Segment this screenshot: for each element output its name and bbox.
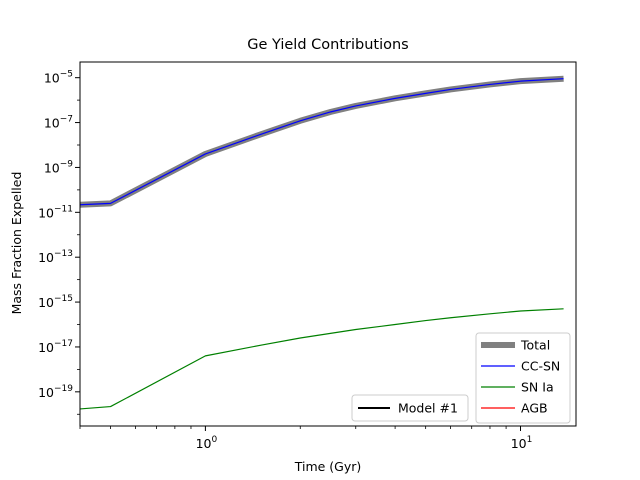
x-axis-label: Time (Gyr) (294, 459, 362, 474)
chart-title: Ge Yield Contributions (247, 37, 408, 53)
y-tick-label-exponent: −5 (60, 70, 73, 80)
y-tick-label: 10−19 (38, 384, 73, 400)
y-tick-label-exponent: −11 (54, 204, 73, 214)
legend-label: Total (520, 338, 550, 353)
y-tick-label-exponent: −19 (54, 384, 73, 394)
y-tick-label: 10−7 (44, 115, 73, 131)
y-tick-label-base: 10 (44, 71, 60, 86)
x-tick-label-base: 10 (196, 436, 212, 451)
y-tick-label-exponent: −15 (54, 294, 73, 304)
y-tick-label-base: 10 (44, 116, 60, 131)
y-tick-label-base: 10 (38, 385, 54, 400)
series-line-cc-sn (80, 78, 564, 206)
legend-label: CC-SN (521, 359, 560, 374)
x-tick-label-exponent: 0 (211, 435, 217, 445)
series-layer (80, 75, 564, 410)
x-tick-label-exponent: 1 (527, 435, 533, 445)
plot-area (80, 75, 564, 410)
legend-label: SN Ia (521, 380, 554, 395)
y-tick-label: 10−17 (38, 339, 73, 355)
y-tick-label-exponent: −9 (60, 159, 74, 169)
y-tick-label-base: 10 (44, 160, 60, 175)
y-tick-label-exponent: −17 (54, 339, 73, 349)
y-tick-label: 10−9 (44, 159, 73, 175)
y-tick-label: 10−11 (38, 204, 73, 220)
legend-box (475, 332, 571, 424)
x-tick-label-base: 10 (511, 436, 527, 451)
x-tick-label: 100 (196, 435, 218, 451)
y-tick-label-base: 10 (38, 295, 54, 310)
model-legend: Model #1 (351, 394, 469, 422)
legend-label: AGB (521, 401, 548, 416)
legend: Total CC-SN SN Ia AGB (475, 332, 571, 424)
y-tick-label: 10−13 (38, 249, 73, 265)
y-tick-label-base: 10 (38, 250, 54, 265)
y-tick-label: 10−15 (38, 294, 73, 310)
series-line-sn-ia (80, 308, 564, 410)
y-tick-label-base: 10 (38, 340, 54, 355)
axes-frame (79, 61, 577, 427)
y-tick-label-exponent: −13 (54, 249, 73, 259)
y-tick-label-base: 10 (38, 205, 54, 220)
model-legend-label: Model #1 (398, 401, 458, 416)
axes-layer: 100 10110−1910−1710−1510−1310−1110−910−71… (38, 61, 577, 451)
model-legend-box (351, 394, 469, 422)
y-tick-label-exponent: −7 (60, 115, 73, 125)
y-axis-label: Mass Fraction Expelled (9, 172, 24, 315)
x-tick-label: 101 (511, 435, 533, 451)
y-tick-label: 10−5 (44, 70, 73, 86)
